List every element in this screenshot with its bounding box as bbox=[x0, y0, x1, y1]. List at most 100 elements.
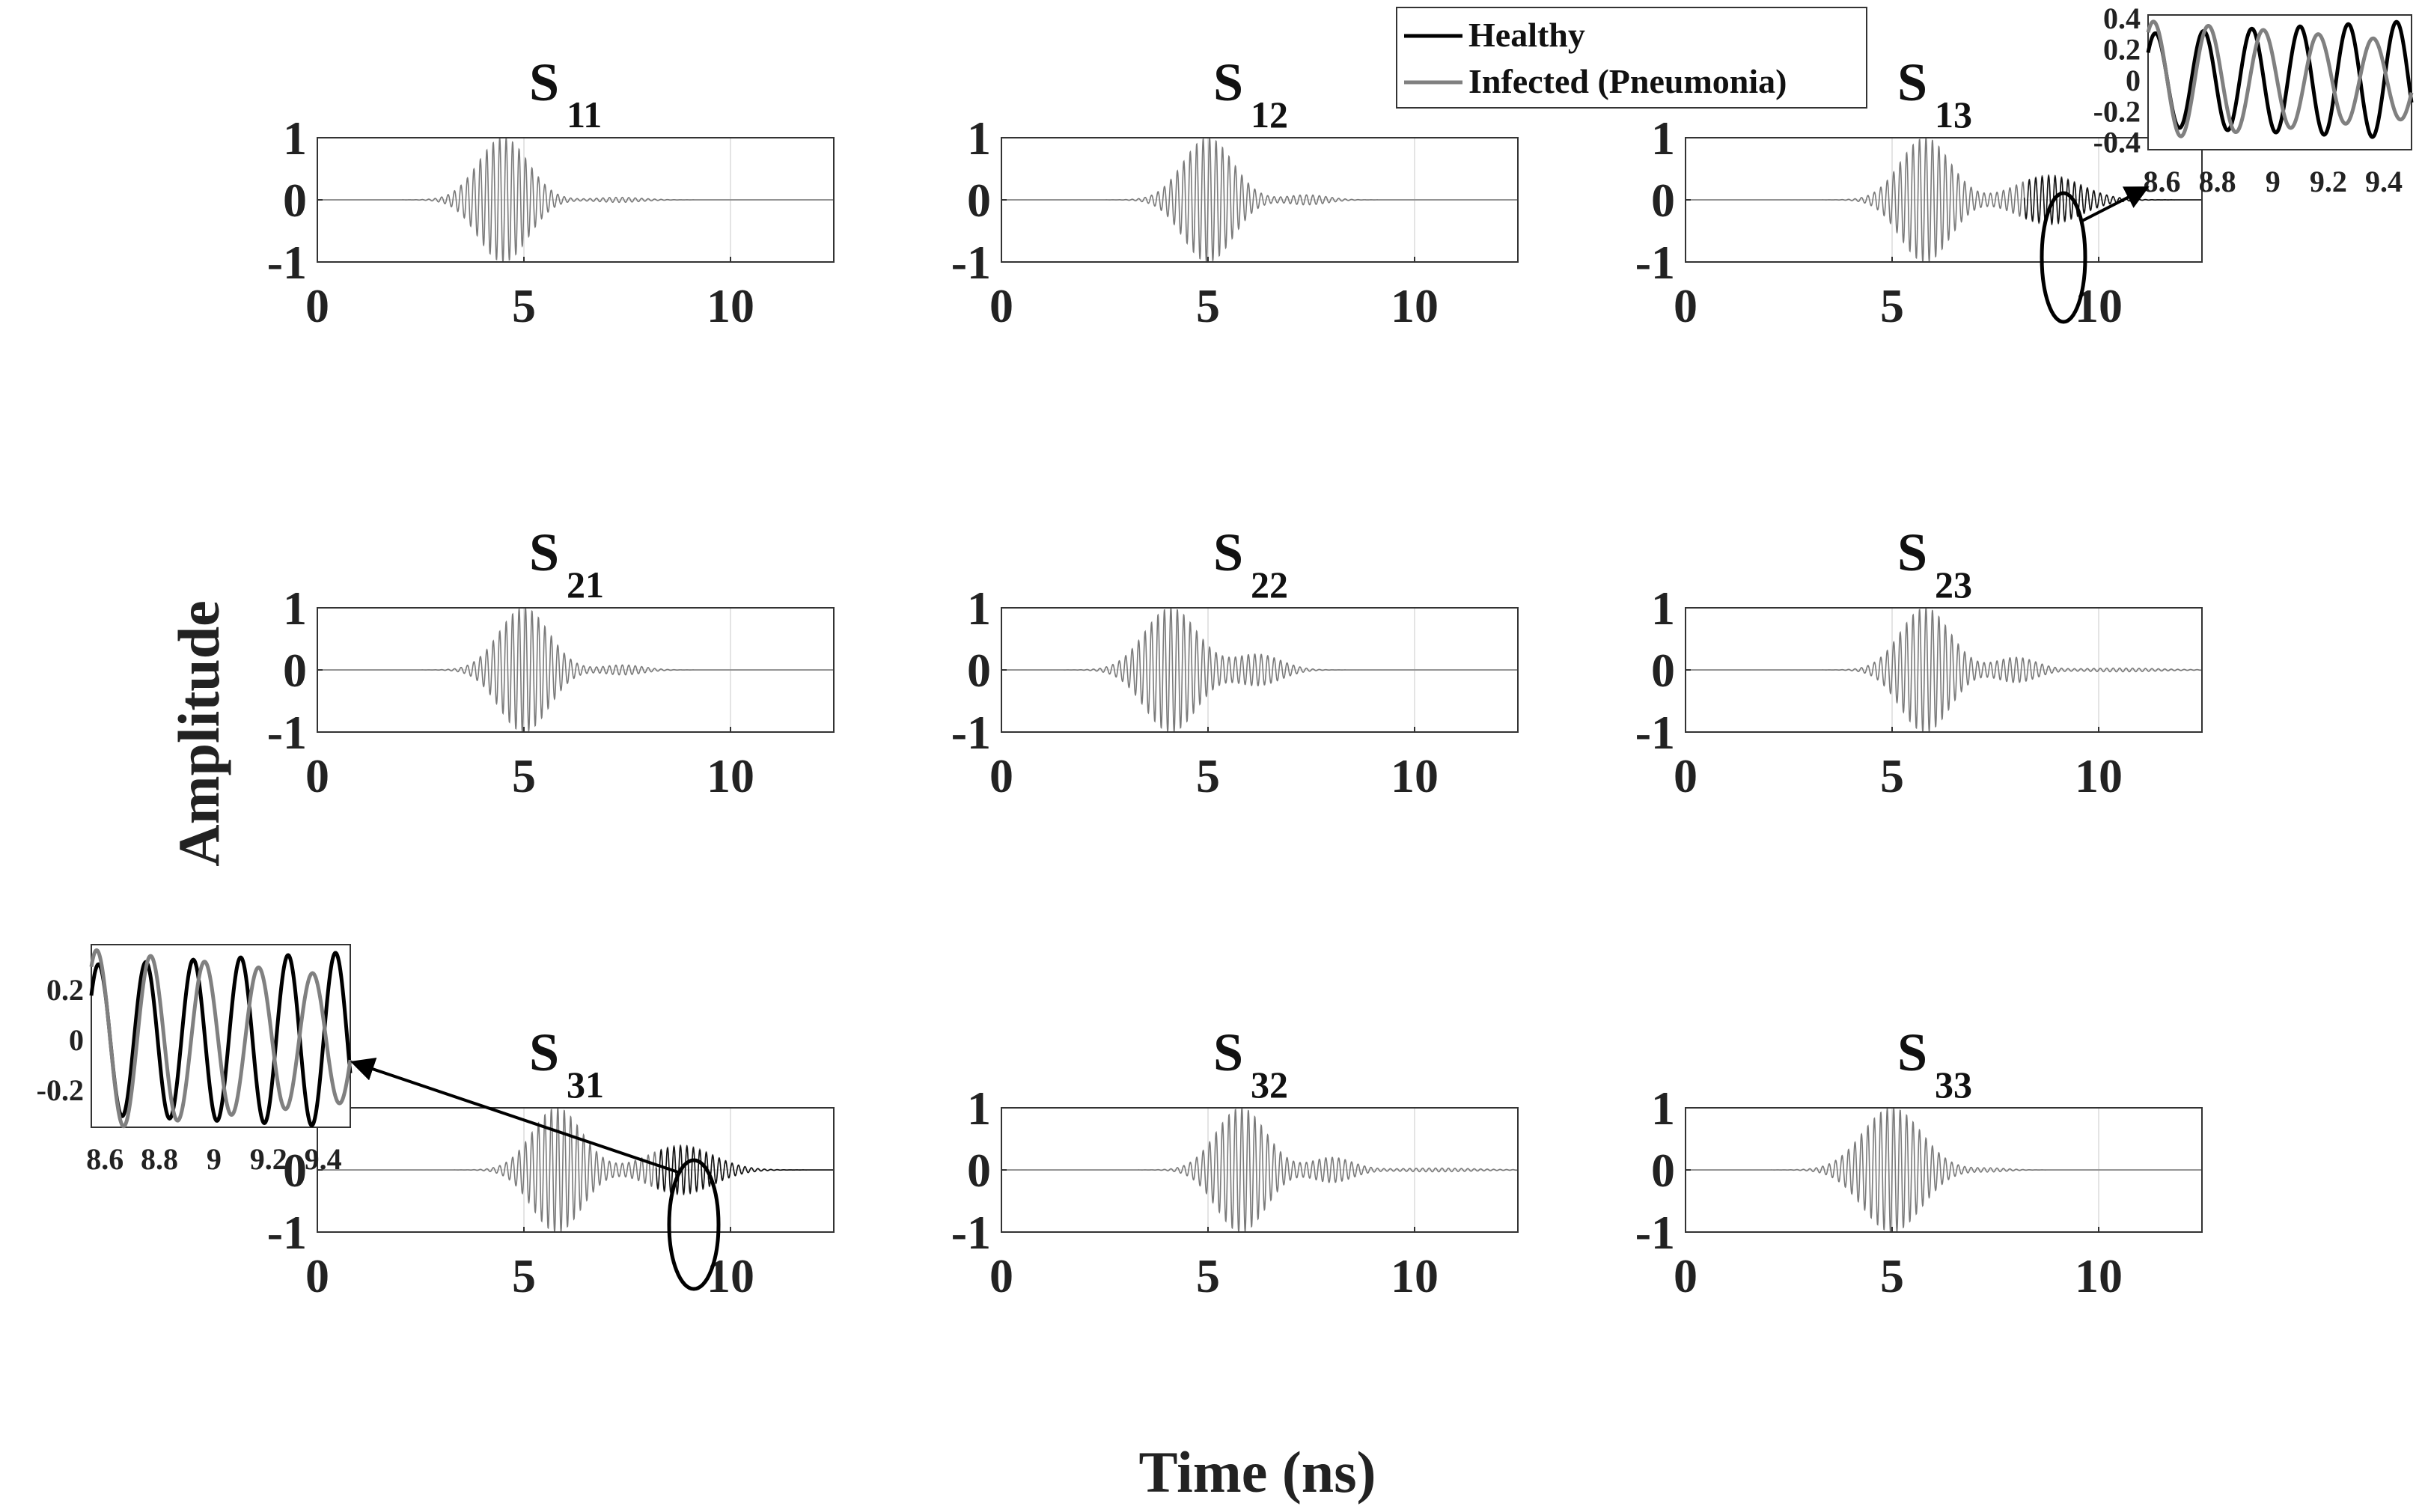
zoom-insets: 8.6 8.8 9 9.2 9.40.40.20-0.2-0.48.6 8.8 9 9.2 9.… bbox=[37, 1, 2414, 1291]
x-tick-label: 10 bbox=[1391, 1249, 1439, 1302]
inset-y-tick-label: 0.2 bbox=[2103, 33, 2141, 67]
x-tick-label: 10 bbox=[1391, 279, 1439, 332]
subplot-title: S bbox=[1897, 1022, 1927, 1082]
x-tick-label: 10 bbox=[2075, 1249, 2123, 1302]
subplot-title: S bbox=[529, 52, 559, 112]
inset-x-tick-label: 9.4 bbox=[2365, 165, 2403, 198]
x-tick-label: 0 bbox=[1674, 1249, 1698, 1302]
x-tick-label: 5 bbox=[1196, 1249, 1220, 1302]
inset-x-tick-label: 9.4 bbox=[305, 1142, 342, 1176]
x-tick-label: 0 bbox=[305, 279, 329, 332]
legend-label-infected: Infected (Pneumonia) bbox=[1468, 62, 1787, 100]
inset-x-tick-label: 8.6 bbox=[2144, 165, 2181, 198]
x-tick-label: 5 bbox=[1880, 279, 1904, 332]
series-line-infected bbox=[1686, 607, 2203, 733]
y-tick-label: -1 bbox=[267, 706, 307, 759]
inset-y-tick-label: 0.2 bbox=[46, 973, 84, 1007]
y-tick-label: -1 bbox=[1635, 236, 1675, 289]
subplot-title: S bbox=[1213, 52, 1243, 112]
y-tick-label: 0 bbox=[283, 1144, 307, 1197]
legend-label-healthy: Healthy bbox=[1468, 16, 1585, 54]
zoom-arrow bbox=[350, 1058, 679, 1174]
y-tick-label: 0 bbox=[967, 1144, 991, 1197]
subplot-title-subscript: 13 bbox=[1935, 94, 1972, 135]
x-tick-label: 0 bbox=[1674, 279, 1698, 332]
y-tick-label: 0 bbox=[1651, 174, 1675, 227]
y-tick-label: 1 bbox=[1651, 1082, 1675, 1135]
x-tick-label: 5 bbox=[512, 749, 536, 802]
legend: Healthy Infected (Pneumonia) bbox=[1396, 7, 1867, 109]
subplot-title: S bbox=[1897, 52, 1927, 112]
y-tick-label: 1 bbox=[1651, 582, 1675, 635]
inset-y-tick-label: -0.2 bbox=[37, 1073, 84, 1107]
series-line-healthy bbox=[655, 1144, 834, 1196]
y-tick-label: 0 bbox=[283, 644, 307, 697]
y-tick-label: 1 bbox=[967, 112, 991, 165]
y-tick-label: 0 bbox=[283, 174, 307, 227]
x-tick-label: 0 bbox=[305, 749, 329, 802]
x-tick-label: 10 bbox=[707, 279, 754, 332]
subplot-title-subscript: 22 bbox=[1251, 564, 1288, 606]
x-axis-label: Time (ns) bbox=[1138, 1439, 1376, 1505]
y-tick-label: 0 bbox=[1651, 1144, 1675, 1197]
inset-x-tick-label: 9 bbox=[2266, 165, 2281, 198]
legend-box bbox=[1396, 7, 1867, 109]
subplot-title-subscript: 31 bbox=[567, 1064, 604, 1106]
x-tick-label: 10 bbox=[1391, 749, 1439, 802]
subplot-title: S bbox=[529, 1022, 559, 1082]
y-tick-label: -1 bbox=[951, 236, 991, 289]
inset-y-tick-label: 0 bbox=[69, 1023, 84, 1057]
inset-x-tick-label: 8.8 bbox=[141, 1142, 178, 1176]
zoom-region-ellipse bbox=[2040, 191, 2087, 324]
y-tick-label: 1 bbox=[1651, 112, 1675, 165]
inset-y-tick-label: -0.2 bbox=[2093, 94, 2141, 128]
x-tick-label: 0 bbox=[305, 1249, 329, 1302]
inset-x-tick-label: 9 bbox=[207, 1142, 222, 1176]
y-tick-label: 1 bbox=[967, 582, 991, 635]
y-tick-label: 0 bbox=[1651, 644, 1675, 697]
inset-series-healthy bbox=[2146, 19, 2414, 139]
subplot-title: S bbox=[1213, 1022, 1243, 1082]
subplot-title: S bbox=[1213, 522, 1243, 582]
series-line-infected bbox=[317, 607, 834, 733]
inset-x-tick-label: 8.8 bbox=[2199, 165, 2236, 198]
y-tick-label: 0 bbox=[967, 174, 991, 227]
x-tick-label: 5 bbox=[512, 279, 536, 332]
x-tick-label: 5 bbox=[1196, 279, 1220, 332]
inset-x-tick-label: 8.6 bbox=[86, 1142, 123, 1176]
series-line-infected bbox=[317, 137, 834, 263]
inset-series-healthy bbox=[89, 951, 353, 1128]
x-tick-label: 10 bbox=[707, 749, 754, 802]
x-tick-label: 5 bbox=[1880, 1249, 1904, 1302]
subplot-title-subscript: 23 bbox=[1935, 564, 1972, 606]
y-tick-label: -1 bbox=[951, 1206, 991, 1259]
series-line-infected bbox=[1001, 137, 1518, 263]
y-axis-label: Amplitude bbox=[166, 600, 231, 866]
x-tick-label: 5 bbox=[1880, 749, 1904, 802]
x-tick-label: 5 bbox=[1196, 749, 1220, 802]
y-tick-label: -1 bbox=[1635, 1206, 1675, 1259]
y-tick-label: 1 bbox=[967, 1082, 991, 1135]
inset-y-tick-label: 0 bbox=[2126, 64, 2141, 97]
inset-x-tick-label: 9.2 bbox=[250, 1142, 287, 1176]
series-line-infected bbox=[1001, 1107, 1519, 1233]
series-line-infected bbox=[1686, 1107, 2202, 1233]
y-tick-label: -1 bbox=[267, 236, 307, 289]
subplot-title-subscript: 21 bbox=[567, 564, 604, 606]
x-tick-label: 0 bbox=[989, 279, 1013, 332]
inset-y-tick-label: 0.4 bbox=[2103, 1, 2141, 35]
inset-y-tick-label: -0.4 bbox=[2093, 126, 2141, 159]
x-tick-label: 0 bbox=[989, 1249, 1013, 1302]
series-line-healthy bbox=[2023, 174, 2202, 226]
x-tick-label: 0 bbox=[989, 749, 1013, 802]
x-tick-label: 10 bbox=[2075, 749, 2123, 802]
